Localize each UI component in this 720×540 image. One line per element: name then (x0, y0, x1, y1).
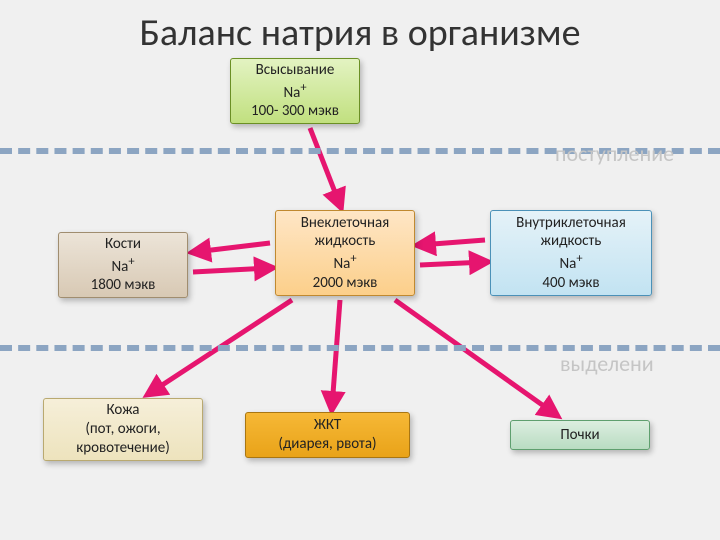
node-skin: Кожа(пот, ожоги, кровотечение) (43, 398, 203, 461)
node-absorption: ВсысываниеNa+100- 300 мэкв (230, 58, 360, 124)
node-kidney: Почки (510, 420, 650, 450)
node-bones: КостиNa+1800 мэкв (58, 232, 188, 298)
node-intracellular: Внутриклеточная жидкостьNa+400 мэкв (490, 210, 652, 296)
node-gi-tract: ЖКТ(диарея, рвота) (245, 412, 410, 458)
diagram-title: Баланс натрия в организме (0, 10, 720, 56)
label-intake: поступление (555, 140, 674, 167)
node-extracellular: Внеклеточная жидкостьNa+2000 мэкв (275, 210, 415, 296)
label-excretion: выделени (560, 350, 654, 377)
